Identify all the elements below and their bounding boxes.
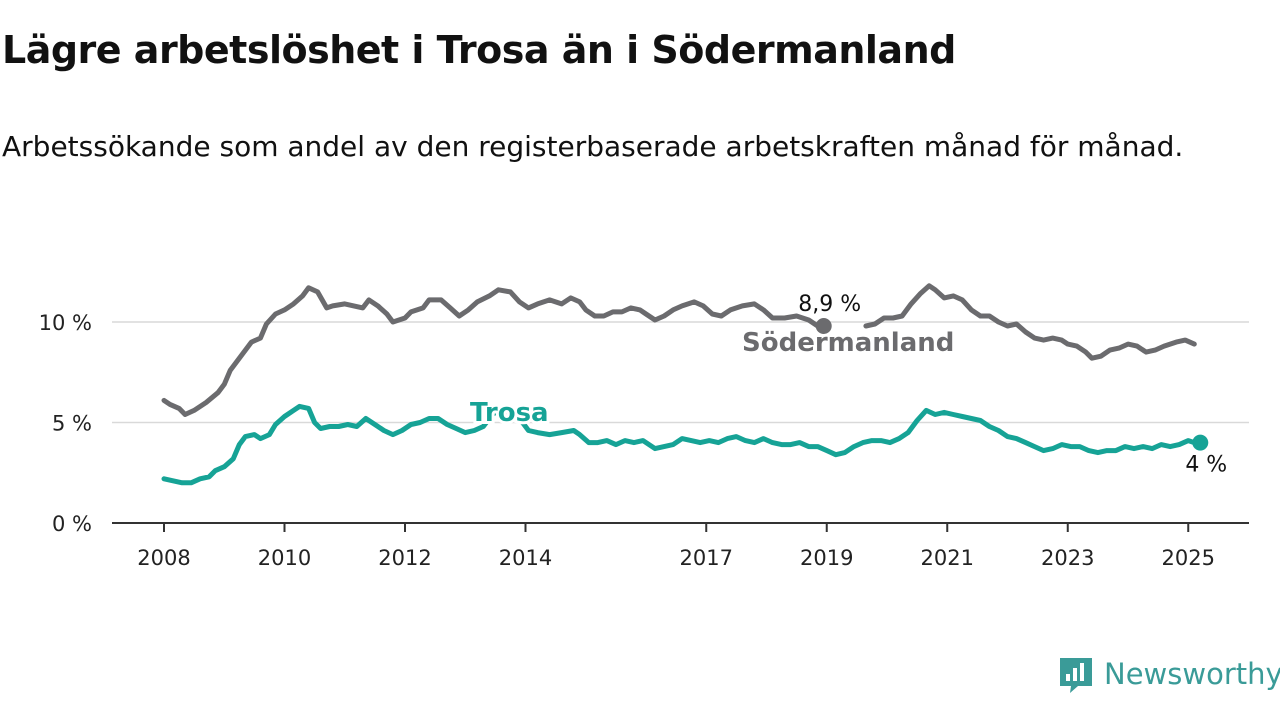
end-value-label: 4 %	[1185, 453, 1227, 478]
x-tick-label: 2023	[1041, 546, 1094, 570]
series-line-trosa	[161, 403, 1197, 486]
x-tick-label: 2010	[258, 546, 311, 570]
chart-title: Lägre arbetslöshet i Trosa än i Söderman…	[2, 28, 956, 72]
chart-subtitle: Arbetssökande som andel av den registerb…	[2, 130, 1184, 163]
newsworthy-logo: Newsworthy	[1058, 652, 1280, 696]
end-value-label: 8,9 %	[798, 292, 861, 317]
end-marker-trosa	[1192, 434, 1209, 451]
series-line-södermanland	[161, 285, 821, 417]
series-label-trosa: Trosa	[470, 398, 549, 428]
series-line-södermanland	[863, 283, 1197, 361]
x-tick-label: 2025	[1162, 546, 1215, 570]
x-tick-label: 2017	[680, 546, 733, 570]
brand-name: Newsworthy	[1104, 657, 1280, 691]
end-marker-södermanland	[815, 318, 832, 335]
y-tick-label: 5 %	[52, 412, 92, 436]
x-tick-label: 2014	[499, 546, 552, 570]
x-tick-label: 2008	[137, 546, 190, 570]
x-tick-label: 2021	[921, 546, 974, 570]
series-label-södermanland: Södermanland	[742, 328, 954, 358]
x-tick-label: 2019	[800, 546, 853, 570]
y-tick-label: 0 %	[52, 512, 92, 536]
x-tick-label: 2012	[378, 546, 431, 570]
y-tick-label: 10 %	[39, 311, 92, 335]
newsworthy-icon	[1060, 658, 1092, 693]
